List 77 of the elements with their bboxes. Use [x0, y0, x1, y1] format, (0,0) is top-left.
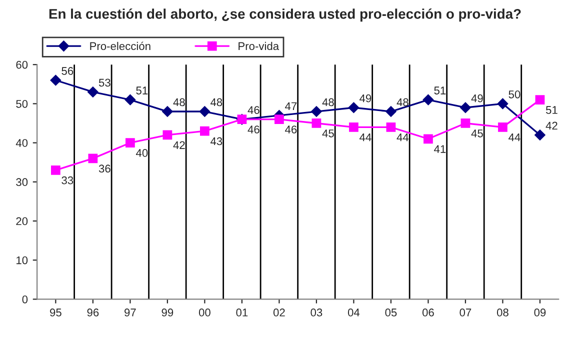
- data-label: 36: [98, 164, 110, 173]
- y-tick-label: 10: [16, 256, 28, 264]
- x-tick-label: 03: [310, 308, 322, 316]
- x-tick-label: 07: [460, 308, 472, 316]
- data-label: 53: [98, 78, 110, 87]
- x-tick-label: 09: [534, 308, 546, 316]
- data-label: 43: [210, 137, 222, 146]
- data-label: 44: [508, 134, 520, 142]
- x-tick-label: 97: [124, 308, 136, 316]
- y-tick-label: 60: [16, 60, 28, 69]
- point: [386, 106, 396, 117]
- point: [460, 102, 471, 114]
- data-label: 45: [471, 130, 483, 138]
- point: [535, 95, 545, 104]
- data-label: 48: [396, 98, 408, 106]
- data-label: 42: [546, 122, 558, 130]
- data-label: 48: [322, 98, 334, 106]
- point: [460, 118, 470, 128]
- data-label: 44: [396, 134, 409, 142]
- point: [312, 118, 322, 128]
- data-label: 50: [508, 90, 520, 98]
- data-label: 48: [173, 98, 185, 106]
- point: [274, 114, 284, 124]
- y-tick-label: 50: [16, 100, 28, 108]
- point: [386, 122, 396, 132]
- data-label: 51: [546, 106, 558, 114]
- chart-title: En la cuestión del aborto, ¿se considera usted pro-elección o pro-vida?: [49, 8, 521, 22]
- x-tick-label: 02: [273, 308, 285, 316]
- data-label: 41: [434, 145, 446, 153]
- point: [88, 86, 98, 98]
- data-label: 48: [210, 98, 222, 106]
- data-label: 49: [360, 94, 372, 102]
- point: [534, 130, 546, 140]
- x-tick-label: 08: [496, 308, 508, 316]
- point: [125, 138, 135, 148]
- point: [498, 122, 508, 132]
- data-label: 47: [285, 102, 297, 110]
- data-label: 46: [248, 126, 260, 134]
- point: [497, 98, 508, 110]
- data-label: 51: [434, 86, 446, 94]
- point: [124, 94, 136, 106]
- legend-label: Pro-vida: [238, 42, 280, 50]
- point: [199, 106, 210, 117]
- point: [311, 106, 322, 117]
- data-label: 46: [285, 126, 297, 134]
- x-tick-label: 05: [385, 308, 397, 316]
- point: [349, 122, 358, 132]
- point: [424, 134, 433, 144]
- point: [50, 165, 60, 175]
- data-label: 42: [173, 141, 185, 149]
- y-tick-label: 0: [22, 295, 28, 304]
- data-label: 45: [322, 130, 334, 138]
- x-tick-label: 04: [348, 308, 360, 316]
- data-label: 49: [471, 94, 483, 102]
- point: [422, 94, 434, 106]
- x-tick-label: 01: [236, 308, 248, 316]
- point: [162, 130, 172, 140]
- x-tick-label: 99: [162, 308, 174, 316]
- x-tick-label: 00: [198, 308, 210, 316]
- data-label: 51: [136, 86, 148, 94]
- point: [200, 126, 210, 136]
- data-label: 44: [360, 134, 372, 142]
- x-tick-label: 95: [50, 308, 62, 316]
- data-label: 33: [62, 176, 74, 184]
- y-tick-label: 30: [16, 178, 28, 186]
- legend-label: Pro-elección: [90, 42, 150, 50]
- point: [162, 106, 173, 117]
- y-tick-label: 40: [16, 139, 28, 147]
- x-tick-label: 06: [422, 308, 434, 316]
- point: [50, 74, 62, 86]
- data-label: 40: [136, 149, 148, 157]
- y-tick-label: 20: [16, 217, 28, 226]
- data-label: 56: [62, 67, 74, 75]
- x-tick-label: 96: [87, 308, 99, 316]
- point: [348, 102, 360, 114]
- data-label: 46: [248, 106, 260, 114]
- point: [88, 154, 98, 164]
